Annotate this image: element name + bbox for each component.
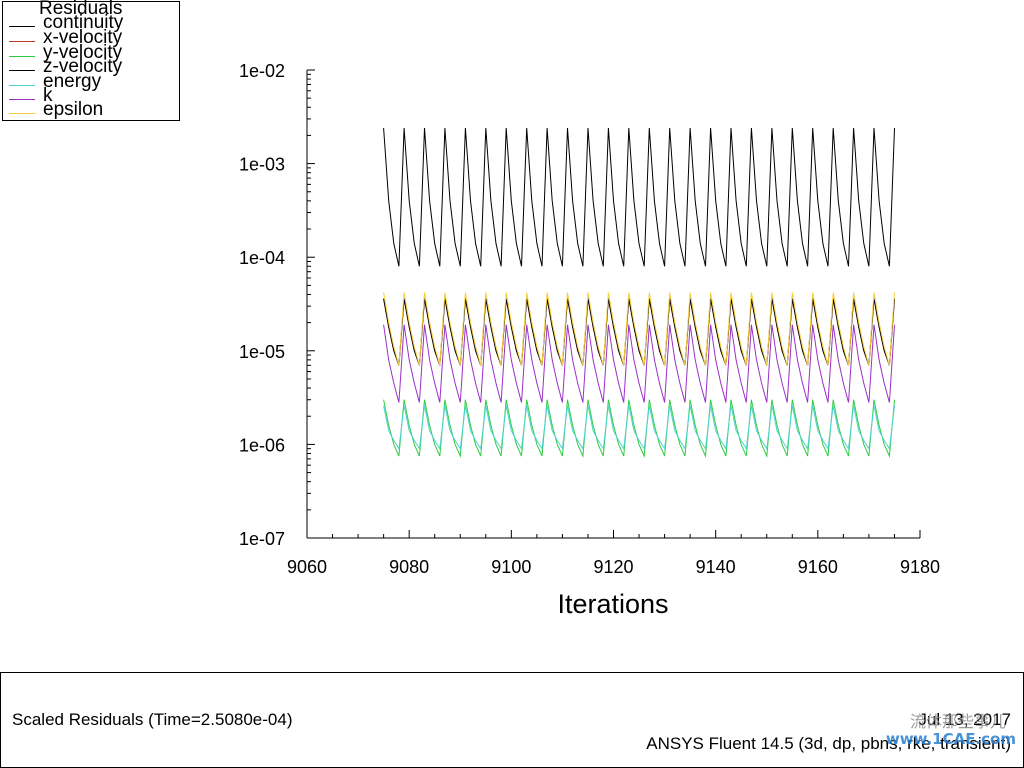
legend-item-k: k <box>3 86 179 105</box>
x-tick-label: 9120 <box>593 557 633 577</box>
legend-swatch <box>9 26 35 27</box>
y-tick-label: 1e-06 <box>239 435 285 455</box>
footer-panel: Scaled Residuals (Time=2.5080e-04) Jul 1… <box>0 672 1024 768</box>
legend-swatch <box>9 56 35 57</box>
legend-item-energy: energy <box>3 72 179 91</box>
solver-version: ANSYS Fluent 14.5 (3d, dp, pbns, rke, tr… <box>646 734 1011 753</box>
legend-item-x-velocity: x-velocity <box>3 28 179 47</box>
x-tick-label: 9140 <box>696 557 736 577</box>
series-line-k <box>383 324 895 403</box>
legend-label: k <box>43 85 53 106</box>
y-tick-label: 1e-03 <box>239 155 285 175</box>
x-tick-label: 9160 <box>798 557 838 577</box>
series-line-continuity <box>383 127 895 267</box>
legend-swatch <box>9 99 35 100</box>
legend-item-z-velocity: z-velocity <box>3 57 179 76</box>
legend-swatch <box>9 41 35 42</box>
plot-date: Jul 13, 2017 <box>918 710 1011 729</box>
legend-label: x-velocity <box>43 27 123 48</box>
legend-label: epsilon <box>43 99 104 120</box>
x-tick-label: 9180 <box>900 557 940 577</box>
series-line-energy <box>383 405 895 451</box>
y-tick-label: 1e-02 <box>239 61 285 81</box>
series-line-z-velocity <box>383 298 895 366</box>
legend-swatch <box>9 70 35 71</box>
legend-swatch <box>9 85 35 86</box>
y-tick-label: 1e-07 <box>239 529 285 549</box>
legend-title: Residuals <box>39 0 123 19</box>
legend-item-y-velocity: y-velocity <box>3 43 179 62</box>
y-tick-label: 1e-05 <box>239 342 285 362</box>
legend-label: continuity <box>43 12 124 33</box>
series-line-epsilon <box>383 292 895 366</box>
watermark-url: www.1CAE.com <box>885 730 1016 748</box>
series-line-x-velocity <box>383 298 895 366</box>
legend-label: y-velocity <box>43 42 123 63</box>
watermark-text: 流体那些事儿 <box>909 712 1006 731</box>
legend-item-continuity: continuity <box>3 13 179 32</box>
legend-label: z-velocity <box>43 56 123 77</box>
legend-label: energy <box>43 71 102 92</box>
x-tick-label: 9060 <box>287 557 327 577</box>
legend-item-epsilon: epsilon <box>3 100 179 119</box>
legend-swatch <box>9 113 35 114</box>
x-tick-label: 9080 <box>389 557 429 577</box>
plot-title: Scaled Residuals (Time=2.5080e-04) <box>12 710 293 729</box>
x-axis-label: Iterations <box>557 589 668 619</box>
x-tick-label: 9100 <box>491 557 531 577</box>
y-tick-label: 1e-04 <box>239 248 285 268</box>
legend: Residuals continuity x-velocity y-veloci… <box>2 0 180 121</box>
series-layer <box>383 127 895 459</box>
